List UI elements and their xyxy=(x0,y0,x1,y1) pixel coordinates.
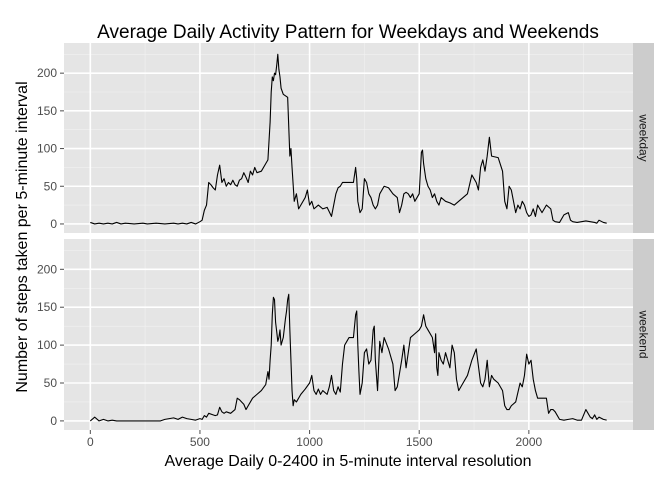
facet-strip xyxy=(633,239,654,430)
x-tick-label: 2000 xyxy=(515,435,542,449)
y-axis-title: Number of steps taken per 5-minute inter… xyxy=(14,81,31,392)
x-tick-label: 1000 xyxy=(296,435,323,449)
panel-background xyxy=(64,239,633,430)
facet-panels: 0 50 100 150 200 weekday 0 50 100 150 200 weekend 0 5… xyxy=(37,43,654,449)
y-tick-label: 50 xyxy=(44,179,58,193)
x-axis: 0 500 1000 1500 2000 xyxy=(87,430,543,449)
y-tick-label: 200 xyxy=(37,66,57,80)
x-tick-label: 0 xyxy=(87,435,94,449)
y-tick-label: 0 xyxy=(50,217,57,231)
y-tick-label: 50 xyxy=(44,376,58,390)
series-line-weekend xyxy=(89,293,607,422)
panel-weekday: 0 50 100 150 200 weekday xyxy=(37,43,654,233)
y-tick-label: 100 xyxy=(37,142,57,156)
y-tick-label: 100 xyxy=(37,338,57,352)
chart-title: Average Daily Activity Pattern for Weekd… xyxy=(97,22,599,43)
facet-strip-label: weekend xyxy=(637,309,651,358)
series-line-weekday xyxy=(90,53,607,225)
y-tick-label: 150 xyxy=(37,300,57,314)
panel-weekend: 0 50 100 150 200 weekend xyxy=(37,239,654,430)
y-tick-label: 150 xyxy=(37,104,57,118)
x-tick-label: 1500 xyxy=(406,435,433,449)
y-tick-label: 200 xyxy=(37,262,57,276)
x-axis-title: Average Daily 0-2400 in 5-minute interva… xyxy=(164,453,531,470)
x-tick-label: 500 xyxy=(190,435,210,449)
panel-background xyxy=(64,43,633,233)
facet-strip xyxy=(633,43,654,233)
facet-strip-label: weekday xyxy=(637,113,651,161)
y-tick-label: 0 xyxy=(50,414,57,428)
